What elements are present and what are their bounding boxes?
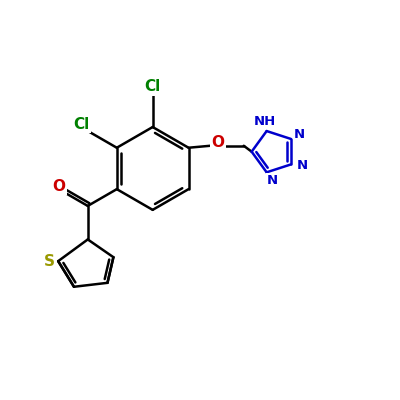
Text: N: N — [296, 159, 308, 172]
Text: N: N — [267, 174, 278, 188]
Text: NH: NH — [254, 115, 276, 128]
Text: O: O — [212, 135, 225, 150]
Text: S: S — [44, 254, 55, 269]
Text: Cl: Cl — [144, 79, 161, 94]
Text: Cl: Cl — [74, 116, 90, 132]
Text: N: N — [294, 128, 305, 141]
Text: O: O — [53, 179, 66, 194]
